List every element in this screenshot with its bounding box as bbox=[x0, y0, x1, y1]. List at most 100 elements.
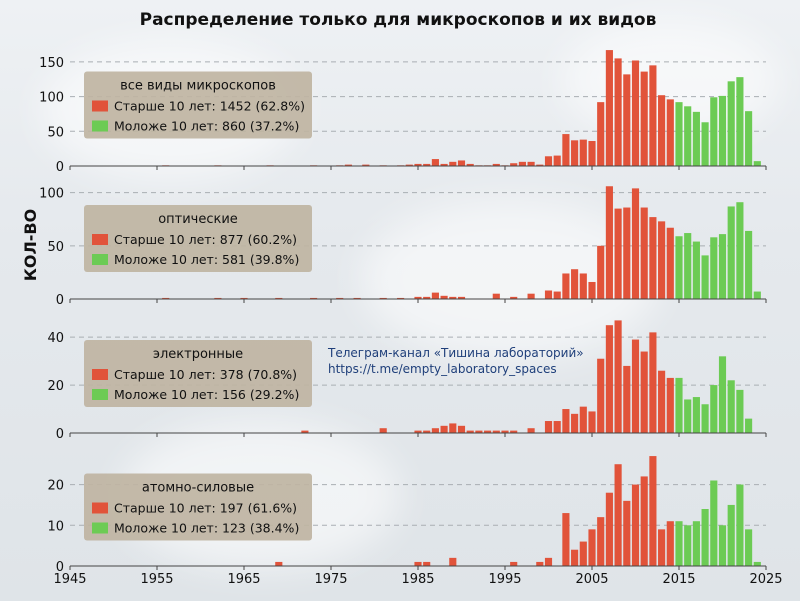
legend-entry: Старше 10 лет: 378 (70.8%) bbox=[114, 367, 297, 382]
bar-1962 bbox=[214, 297, 222, 299]
bar-2005 bbox=[588, 141, 596, 166]
bar-2005 bbox=[588, 411, 596, 433]
bar-1985 bbox=[414, 296, 422, 299]
bar-1989 bbox=[449, 161, 457, 166]
y-tick-label: 50 bbox=[47, 125, 64, 140]
bar-2011 bbox=[640, 351, 648, 433]
bar-2007 bbox=[605, 186, 613, 299]
bar-2014 bbox=[666, 521, 674, 566]
bar-2008 bbox=[614, 464, 622, 566]
bar-2008 bbox=[614, 58, 622, 166]
bar-2023 bbox=[745, 418, 753, 433]
bar-2016 bbox=[684, 233, 692, 299]
bar-1996 bbox=[510, 163, 518, 166]
x-tick-label: 1965 bbox=[227, 572, 260, 587]
legend-swatch bbox=[92, 522, 108, 534]
chart-title: Распределение только для микроскопов и и… bbox=[140, 10, 657, 30]
bar-2015 bbox=[675, 102, 683, 166]
bar-1987 bbox=[431, 159, 439, 166]
bar-2018 bbox=[701, 404, 709, 433]
bar-2017 bbox=[692, 397, 700, 433]
bar-1977 bbox=[344, 164, 352, 166]
bar-1995 bbox=[501, 430, 509, 433]
legend-entry: Старше 10 лет: 877 (60.2%) bbox=[114, 232, 297, 247]
bar-2020 bbox=[718, 95, 727, 166]
bar-2001 bbox=[553, 155, 561, 166]
bar-1999 bbox=[536, 164, 544, 166]
bar-2003 bbox=[571, 269, 579, 299]
bar-2018 bbox=[701, 122, 709, 166]
bar-2019 bbox=[710, 385, 718, 433]
bar-1992 bbox=[475, 430, 483, 433]
bar-1956 bbox=[162, 297, 170, 299]
bar-1969 bbox=[275, 297, 283, 299]
bar-1999 bbox=[536, 561, 544, 566]
bar-2005 bbox=[588, 529, 596, 566]
y-tick-label: 40 bbox=[47, 331, 64, 346]
bar-2015 bbox=[675, 521, 683, 566]
bar-2001 bbox=[553, 291, 561, 299]
bar-2004 bbox=[579, 139, 587, 166]
bar-1993 bbox=[484, 430, 492, 433]
bar-2016 bbox=[684, 525, 692, 566]
bar-2012 bbox=[649, 65, 657, 166]
bar-2023 bbox=[745, 111, 753, 166]
x-tick-label: 1955 bbox=[140, 572, 173, 587]
bar-1988 bbox=[440, 425, 448, 433]
bar-2019 bbox=[710, 97, 718, 166]
legend-entry: Моложе 10 лет: 123 (38.4%) bbox=[114, 521, 299, 536]
x-tick-label: 1945 bbox=[53, 572, 86, 587]
bar-2014 bbox=[666, 99, 674, 166]
bar-1996 bbox=[510, 296, 518, 299]
bar-1994 bbox=[492, 163, 500, 166]
bar-2017 bbox=[692, 241, 700, 299]
bar-1989 bbox=[449, 557, 457, 566]
bar-1969 bbox=[275, 561, 283, 566]
bar-1998 bbox=[527, 293, 535, 299]
bar-2023 bbox=[745, 529, 753, 566]
y-tick-label: 50 bbox=[47, 240, 64, 255]
bar-1990 bbox=[457, 296, 466, 299]
bar-1965 bbox=[240, 297, 248, 299]
bar-2018 bbox=[701, 255, 709, 299]
legend-box bbox=[84, 71, 312, 139]
bar-2010 bbox=[631, 339, 640, 433]
bar-1988 bbox=[440, 295, 448, 299]
bar-2002 bbox=[562, 134, 570, 166]
bar-2011 bbox=[640, 476, 648, 566]
bar-2019 bbox=[710, 237, 718, 299]
bar-1998 bbox=[527, 428, 535, 433]
bar-2021 bbox=[727, 81, 735, 166]
y-tick-label: 150 bbox=[39, 56, 64, 71]
bar-2012 bbox=[649, 456, 657, 566]
bar-2008 bbox=[614, 320, 622, 433]
legend-entry: Старше 10 лет: 1452 (62.8%) bbox=[114, 99, 305, 114]
legend-entry: Старше 10 лет: 197 (61.6%) bbox=[114, 501, 297, 516]
bar-1986 bbox=[423, 163, 431, 166]
bar-2012 bbox=[649, 217, 657, 299]
legend-swatch bbox=[92, 100, 108, 112]
y-tick-label: 0 bbox=[56, 293, 64, 308]
legend-swatch bbox=[92, 234, 108, 245]
bar-2006 bbox=[597, 245, 605, 299]
bar-2004 bbox=[579, 273, 587, 299]
bar-1996 bbox=[510, 430, 518, 433]
legend-swatch bbox=[92, 369, 108, 380]
bar-1989 bbox=[449, 423, 457, 433]
x-tick-label: 1975 bbox=[314, 572, 347, 587]
bar-1994 bbox=[492, 430, 500, 433]
bar-2013 bbox=[658, 529, 666, 566]
bar-1994 bbox=[492, 293, 500, 299]
bar-1979 bbox=[362, 164, 370, 166]
bar-2022 bbox=[736, 389, 744, 433]
bar-2013 bbox=[658, 221, 666, 299]
bar-2009 bbox=[623, 500, 631, 566]
bar-2016 bbox=[684, 106, 692, 166]
bar-2010 bbox=[631, 188, 640, 299]
bar-2013 bbox=[658, 370, 666, 433]
bar-2021 bbox=[727, 380, 735, 433]
bar-2024 bbox=[753, 561, 761, 566]
bar-2012 bbox=[649, 332, 657, 433]
bar-2002 bbox=[562, 409, 570, 433]
bar-2004 bbox=[579, 541, 587, 566]
